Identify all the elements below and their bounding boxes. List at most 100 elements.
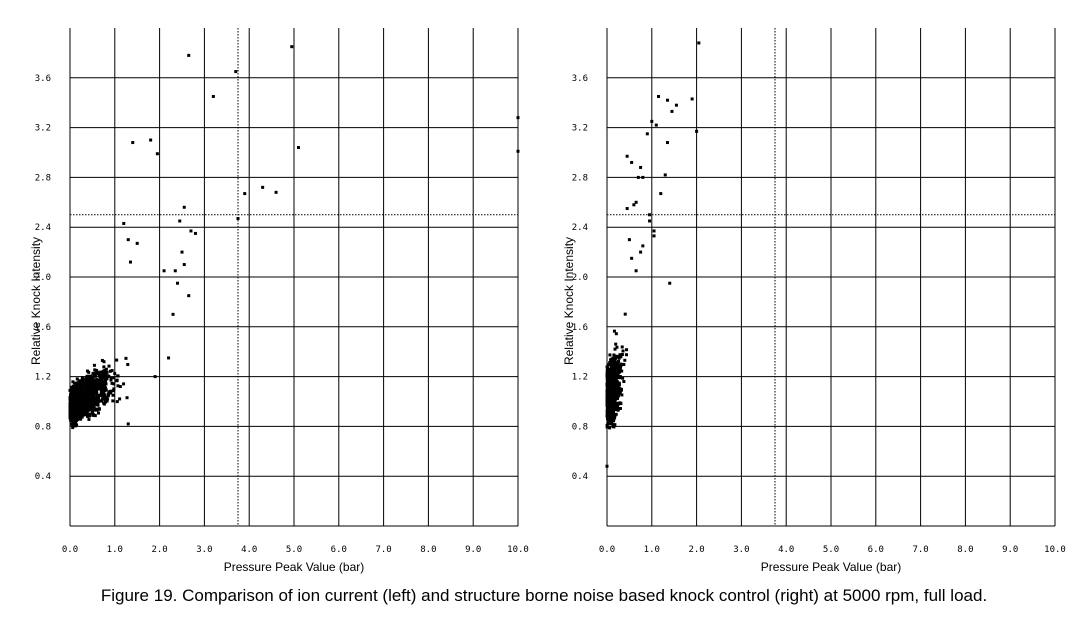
x-tick-label: 8.0 [420,545,436,555]
cluster-point [93,382,97,386]
cluster-point [74,421,78,425]
cluster-point [88,378,92,382]
cluster-point [77,379,81,383]
cluster-point [83,413,87,417]
cluster-point [75,418,79,422]
cluster-point [102,402,106,406]
cluster-point [610,395,614,399]
cluster-point [100,386,104,390]
cluster-point [621,376,625,380]
cluster-point [614,385,618,389]
cluster-point [607,377,611,381]
cluster-point [617,394,621,398]
y-axis-label: Relative Knock Intensity [29,237,43,365]
data-point [668,281,672,285]
cluster-point [73,412,77,416]
cluster-point [124,356,128,360]
cluster-point [79,381,83,385]
cluster-point [73,424,77,428]
cluster-point [610,408,614,412]
cluster-point [68,415,72,419]
cluster-point [69,393,73,397]
cluster-point [115,358,119,362]
cluster-point [612,329,616,333]
cluster-point [611,393,615,397]
data-point [690,97,694,101]
cluster-point [91,372,95,376]
cluster-point [101,388,105,392]
cluster-point [94,407,98,411]
x-tick-label: 0.0 [599,545,615,555]
cluster-point [617,363,621,367]
cluster-point [605,369,609,373]
cluster-point [71,426,75,430]
cluster-point [618,406,622,410]
cluster-point [103,379,107,383]
cluster-point [610,417,614,421]
cluster-point [88,413,92,417]
cluster-point [605,403,609,407]
cluster-point [102,365,106,369]
y-tick-label: 1.2 [35,373,51,383]
cluster-point [608,414,612,418]
cluster-point [612,387,616,391]
cluster-point [90,409,94,413]
cluster-point [70,403,74,407]
cluster-point [76,409,80,413]
cluster-point [81,403,85,407]
data-point [632,203,636,207]
cluster-point [97,407,101,411]
data-point [296,146,300,150]
cluster-point [78,394,82,398]
cluster-point [102,392,106,396]
cluster-point [70,407,74,411]
cluster-point [78,383,82,387]
cluster-point [85,397,89,401]
cluster-point [622,380,626,384]
cluster-point [80,378,84,382]
cluster-point [611,357,615,361]
cluster-point [87,400,91,404]
y-tick-label: 1.6 [35,323,51,333]
cluster-point [95,391,99,395]
cluster-point [620,345,624,349]
cluster-point [84,385,88,389]
x-tick-label: 0.0 [62,545,78,555]
data-point [128,260,132,264]
cluster-point [75,386,79,390]
data-point [605,464,609,468]
cluster-point [103,397,107,401]
cluster-point [609,358,613,362]
cluster-point [92,404,96,408]
cluster-point [99,388,103,392]
cluster-point [81,395,85,399]
cluster-point [88,407,92,411]
cluster-point [608,426,612,430]
cluster-point [84,380,88,384]
cluster-point [95,399,99,403]
cluster-point [87,417,91,421]
cluster-point [620,353,624,357]
cluster-point [106,394,110,398]
cluster-point [103,384,107,388]
data-point [187,294,191,298]
cluster-point [620,369,624,373]
y-tick-label: 0.8 [572,422,588,432]
cluster-point [605,372,609,376]
cluster-point [93,374,97,378]
cluster-point [623,358,627,362]
data-point [634,269,638,273]
data-point [625,154,629,158]
cluster-point [105,370,109,374]
data-point [645,132,649,136]
cluster-point [111,389,115,393]
cluster-point [102,395,106,399]
cluster-point [608,409,612,413]
cluster-point [619,362,623,366]
cluster-point [100,399,104,403]
cluster-point [96,386,100,390]
cluster-point [89,391,93,395]
cluster-point [73,410,77,414]
cluster-point [80,394,84,398]
cluster-point [81,398,85,402]
